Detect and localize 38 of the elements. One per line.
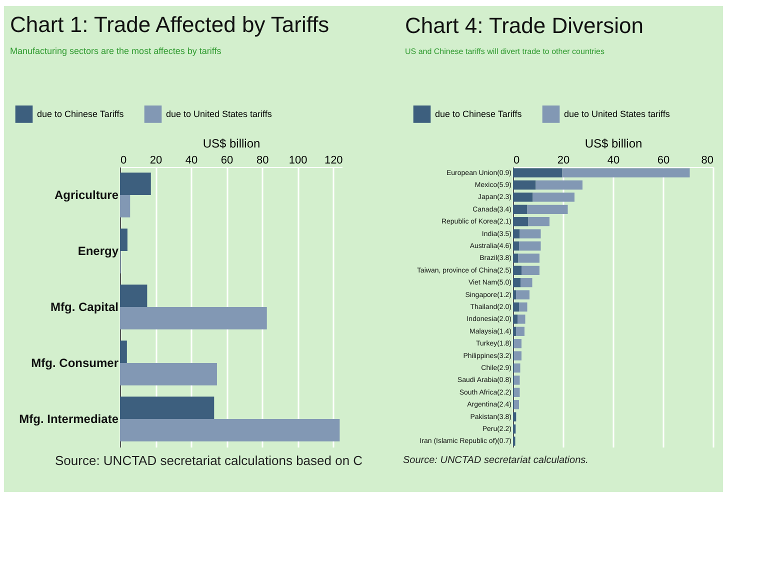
bar: [120, 396, 214, 419]
y-tick-label: Mfg. Intermediate: [19, 412, 119, 426]
x-tick-label: 60: [220, 154, 234, 166]
legend-label: due to Chinese Tariffs: [37, 109, 124, 120]
bar: [120, 284, 148, 307]
legend-label: due to United States tariffs: [166, 109, 272, 120]
bar: [120, 419, 340, 442]
chart-subtitle: US and Chinese tariffs will divert trade to other countries: [405, 47, 605, 56]
source-note: Source: UNCTAD secretariat calculations based on C: [55, 453, 363, 468]
bar: [120, 340, 127, 363]
x-tick-label: 60: [657, 154, 670, 166]
bar: [120, 363, 217, 386]
x-tick-label: 40: [185, 154, 198, 166]
x-tick-label: 120: [324, 154, 343, 166]
y-tick-label: Mfg. Capital: [50, 300, 118, 314]
x-axis-title: US$ billion: [584, 136, 642, 150]
x-tick-label: 0: [514, 154, 520, 166]
bar: [120, 307, 267, 330]
x-tick-label: 80: [256, 154, 269, 166]
bar: [120, 228, 128, 251]
x-tick-label: 40: [607, 154, 620, 166]
x-tick-label: 20: [557, 154, 570, 166]
x-axis-title: US$ billion: [202, 136, 260, 150]
chart-subtitle: Manufacturing sectors are the most affectes by tariffs: [10, 46, 222, 56]
legend-label: due to Chinese Tariffs: [435, 109, 522, 120]
bar: [120, 195, 130, 218]
chart-title: Chart 4: Trade Diversion: [405, 13, 644, 38]
legend-label: due to United States tariffs: [564, 109, 670, 120]
source-note: Source: UNCTAD secretariat calculations.: [403, 455, 588, 466]
x-tick-label: 80: [701, 154, 714, 166]
y-tick-label: Mfg. Consumer: [31, 356, 119, 370]
x-tick-label: 20: [150, 154, 162, 166]
y-tick-label: Agriculture: [54, 188, 119, 202]
x-tick-label: 100: [288, 154, 308, 166]
bar: [120, 172, 151, 195]
x-tick-label: 0: [120, 154, 127, 166]
y-tick-label: Energy: [78, 244, 119, 258]
chart-title: Chart 1: Trade Affected by Tariffs: [10, 12, 330, 37]
